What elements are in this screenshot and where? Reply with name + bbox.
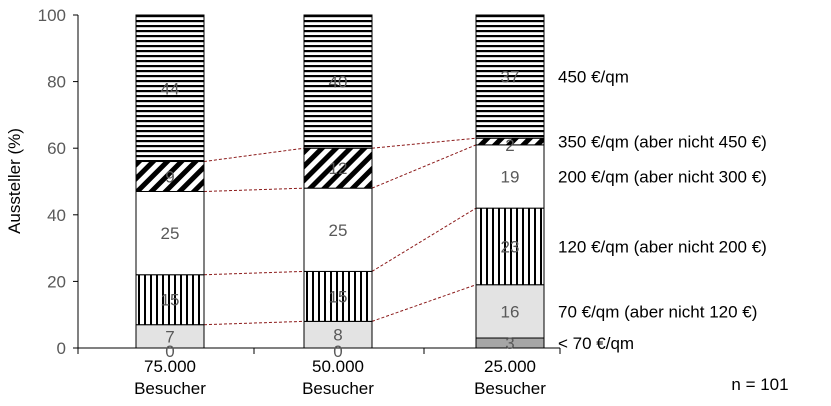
data-label: 44 — [161, 79, 180, 98]
bar-segment — [135, 161, 205, 192]
x-category-label: Besucher — [474, 379, 546, 398]
data-label: 25 — [329, 221, 348, 240]
data-label: 40 — [329, 73, 348, 92]
x-category-label: 25.000 — [484, 357, 536, 376]
bar-segment — [135, 274, 205, 326]
bar-segment — [303, 270, 373, 322]
connector-line — [371, 207, 477, 272]
data-label: 8 — [333, 326, 342, 345]
x-category-label: Besucher — [134, 379, 206, 398]
bar-segment — [475, 207, 545, 286]
y-tick-label: 80 — [47, 73, 66, 92]
data-label: 37 — [501, 68, 520, 87]
data-label: 23 — [501, 237, 520, 256]
series-label: 350 €/qm (aber nicht 450 €) — [558, 133, 767, 152]
connector-line — [371, 144, 477, 189]
bar-segment — [303, 187, 373, 272]
data-label: 0 — [333, 342, 342, 361]
segment-connectors — [203, 137, 477, 326]
y-tick-label: 0 — [57, 339, 66, 358]
data-label: 19 — [501, 168, 520, 187]
data-label: 9 — [165, 168, 174, 187]
bar-segment — [303, 147, 373, 189]
data-label: 12 — [329, 159, 348, 178]
y-tick-label: 20 — [47, 272, 66, 291]
series-label: 200 €/qm (aber nicht 300 €) — [558, 168, 767, 187]
series-label: 70 €/qm (aber nicht 120 €) — [558, 302, 757, 321]
bar-segment — [135, 14, 205, 163]
data-label: 25 — [161, 224, 180, 243]
connector-line — [203, 187, 305, 192]
y-tick-label: 40 — [47, 206, 66, 225]
connector-line — [203, 147, 305, 163]
bar-segment — [135, 190, 205, 276]
bar-segment — [475, 144, 545, 209]
series-label: 120 €/qm (aber nicht 200 €) — [558, 237, 767, 256]
data-label: 0 — [165, 342, 174, 361]
data-label: 16 — [501, 302, 520, 321]
connector-line — [203, 320, 305, 326]
bar-segment — [303, 14, 373, 149]
y-tick-label: 100 — [38, 6, 66, 25]
x-category-label: 50.000 — [312, 357, 364, 376]
data-label: 15 — [329, 287, 348, 306]
data-label: 2 — [505, 136, 514, 155]
connector-line — [371, 284, 477, 322]
x-category-label: 75.000 — [144, 357, 196, 376]
data-label: 7 — [165, 327, 174, 346]
sample-size-note: n = 101 — [731, 375, 788, 394]
bars — [135, 14, 545, 349]
bar-segment — [475, 14, 545, 139]
connector-line — [371, 137, 477, 149]
data-label: 3 — [505, 334, 514, 353]
x-category-label: Besucher — [302, 379, 374, 398]
series-label: < 70 €/qm — [558, 334, 634, 353]
y-tick-label: 60 — [47, 139, 66, 158]
y-axis-title: Aussteller (%) — [5, 128, 24, 234]
bar-segment — [475, 284, 545, 339]
connector-line — [203, 270, 305, 276]
series-label: 450 €/qm — [558, 68, 629, 87]
data-label: 15 — [161, 291, 180, 310]
